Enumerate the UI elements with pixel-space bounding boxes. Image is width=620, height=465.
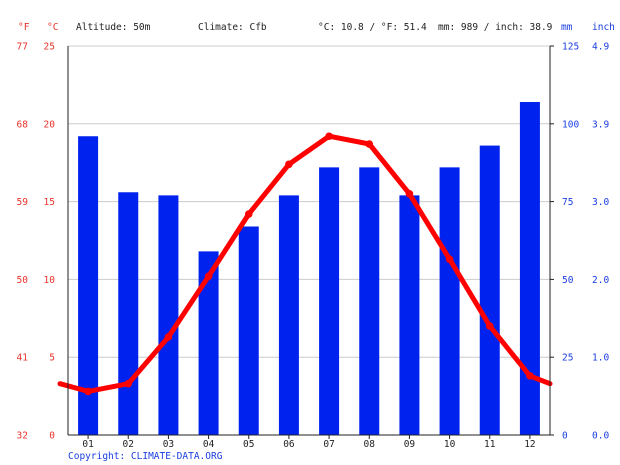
- inch-tick-label: 4.9: [592, 42, 609, 53]
- precipitation-bar: [198, 251, 219, 435]
- month-tick-label: 03: [163, 439, 174, 450]
- inch-tick-label: 1.0: [592, 353, 609, 364]
- temperature-point: [485, 322, 494, 330]
- temperature-point: [285, 160, 293, 169]
- inch-unit-label: inch: [592, 22, 615, 33]
- precipitation-bar: [158, 195, 179, 435]
- millimeter-tick-label: 0: [562, 431, 568, 442]
- temperature-point: [526, 372, 534, 380]
- tick-labels: 32 0 0 0.041 5 25 1.050 10 50 2.059 15 75 3.068 20 100…: [17, 42, 610, 451]
- temperature-point: [405, 190, 414, 198]
- celsius-tick-label: 0: [49, 431, 55, 442]
- fahrenheit-tick-label: 32: [17, 431, 28, 442]
- month-tick-label: 10: [444, 439, 456, 450]
- average-temperature-label: °C: 10.8 / °F: 51.4: [318, 22, 427, 33]
- precipitation-bar: [399, 195, 420, 435]
- millimeter-tick-label: 100: [562, 119, 579, 130]
- inch-tick-label: 3.9: [592, 119, 609, 130]
- month-tick-label: 04: [203, 439, 215, 450]
- fahrenheit-tick-label: 68: [17, 119, 29, 130]
- celsius-unit-label: °C: [47, 22, 58, 33]
- month-tick-label: 09: [404, 439, 416, 450]
- copyright-label: Copyright: CLIMATE-DATA.ORG: [68, 451, 223, 462]
- millimeter-unit-label: mm: [561, 22, 573, 33]
- temperature-point: [365, 140, 374, 148]
- precipitation-bar: [118, 192, 139, 435]
- temperature-series-line: [57, 133, 553, 394]
- altitude-label: Altitude: 50m: [76, 22, 151, 33]
- celsius-tick-label: 15: [44, 197, 55, 208]
- fahrenheit-unit-label: °F: [18, 22, 30, 33]
- chart-header: °F °C Altitude: 50m Climate: Cfb °C: 10.…: [18, 22, 615, 33]
- temperature-point: [204, 272, 213, 281]
- month-tick-label: 05: [243, 439, 254, 450]
- precipitation-bar: [238, 226, 259, 435]
- precipitation-bar: [319, 167, 340, 436]
- temperature-point: [124, 379, 133, 388]
- millimeter-tick-label: 50: [562, 275, 574, 286]
- month-tick-label: 07: [323, 439, 334, 450]
- temperature-point: [164, 333, 173, 341]
- axes: [67, 45, 554, 439]
- fahrenheit-tick-label: 50: [17, 275, 29, 286]
- month-tick-label: 12: [524, 439, 535, 450]
- month-tick-label: 01: [82, 439, 94, 450]
- gridlines: [68, 45, 550, 358]
- fahrenheit-tick-label: 59: [17, 197, 29, 208]
- climate-label: Climate: Cfb: [198, 22, 267, 33]
- celsius-tick-label: 20: [44, 119, 56, 130]
- celsius-tick-label: 5: [49, 353, 55, 364]
- total-precipitation-label: mm: 989 / inch: 38.9: [438, 22, 553, 33]
- fahrenheit-tick-label: 41: [17, 353, 29, 364]
- inch-tick-label: 0.0: [592, 431, 609, 442]
- precipitation-bar: [439, 167, 460, 436]
- precipitation-bar: [479, 145, 500, 436]
- precipitation-bar: [359, 167, 380, 436]
- month-tick-label: 08: [364, 439, 376, 450]
- inch-tick-label: 2.0: [592, 275, 609, 286]
- millimeter-tick-label: 125: [562, 42, 579, 53]
- precipitation-bar: [278, 195, 299, 435]
- celsius-tick-label: 25: [44, 42, 55, 53]
- temperature-point: [325, 132, 333, 141]
- precipitation-bar: [519, 102, 540, 436]
- millimeter-tick-label: 75: [562, 197, 573, 208]
- fahrenheit-tick-label: 77: [17, 42, 28, 53]
- temperature-point: [84, 387, 92, 396]
- millimeter-tick-label: 25: [562, 353, 573, 364]
- temperature-point: [445, 255, 454, 263]
- temperature-point: [244, 210, 253, 218]
- celsius-tick-label: 10: [44, 275, 56, 286]
- precipitation-bar: [78, 136, 99, 436]
- month-tick-label: 11: [484, 439, 496, 450]
- inch-tick-label: 3.0: [592, 197, 609, 208]
- month-tick-label: 06: [283, 439, 295, 450]
- precipitation-bars: [78, 102, 540, 436]
- temperature-line: [57, 132, 553, 396]
- month-tick-label: 02: [123, 439, 134, 450]
